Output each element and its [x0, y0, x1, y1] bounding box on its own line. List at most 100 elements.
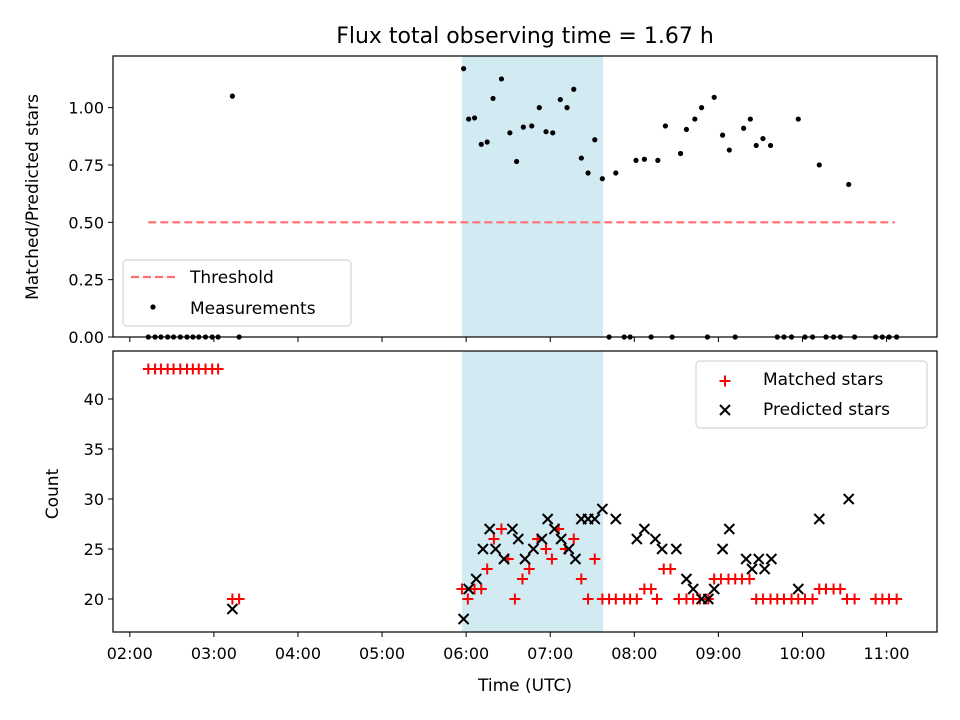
predicted-stars-point [226, 603, 239, 615]
measurements-point [633, 157, 639, 163]
measurements-point [747, 116, 753, 122]
measurements-point [613, 170, 619, 176]
matched-stars-point [523, 563, 535, 575]
matched-stars-point [651, 593, 663, 605]
measurements-point [662, 123, 669, 129]
measurements-point [711, 94, 717, 100]
predicted-stars-point [702, 593, 715, 605]
measurements-point [564, 105, 570, 111]
matched-stars-point [509, 593, 521, 605]
measurements-point [520, 124, 526, 130]
predicted-stars-point [687, 583, 699, 595]
measurements-point [513, 158, 520, 165]
legend-matched-swatch [719, 375, 731, 387]
measurements-point [478, 141, 484, 147]
measurements-point [641, 156, 647, 162]
matched-stars-point [743, 573, 755, 585]
legend-threshold-label: Threshold [189, 268, 274, 288]
y-tick-label: 0.75 [68, 156, 104, 175]
y-tick-label: 0.25 [68, 271, 104, 290]
y-tick-label: 35 [84, 440, 104, 459]
measurements-point [229, 93, 235, 99]
predicted-stars-point [569, 553, 582, 565]
observing-window-span [461, 351, 604, 632]
measurements-point [484, 139, 490, 145]
y-tick-label: 1.00 [68, 99, 104, 118]
measurements-point [507, 130, 513, 136]
x-tick-label: 10:00 [779, 644, 825, 663]
matched-stars-point [645, 583, 657, 595]
count-panel: 20 25 30 35 40 02:00 03:00 04:00 05:00 06:00 07:0… [43, 350, 938, 696]
measurements-point [599, 176, 605, 182]
predicted-stars-point [740, 553, 752, 565]
matched-stars-point [516, 573, 528, 585]
predicted-stars-point [548, 523, 561, 535]
measurements-point [816, 162, 822, 168]
measurements-point [760, 135, 766, 142]
predicted-stars-point [536, 533, 548, 545]
matched-stars-point [488, 533, 500, 545]
measurements-point [543, 129, 549, 135]
predicted-stars-point [670, 543, 683, 555]
predicted-stars-point [723, 523, 736, 535]
measurements-point [741, 125, 747, 131]
measurements-point [466, 116, 472, 122]
measurements-point [461, 66, 467, 72]
measurements-point [795, 116, 801, 122]
predicted-stars-point [477, 543, 489, 555]
matched-stars-point [589, 553, 601, 565]
predicted-stars-point [519, 553, 531, 565]
matched-stars-point [631, 593, 643, 605]
x-tick-label: 04:00 [275, 644, 321, 663]
predicted-stars-point [649, 533, 662, 545]
legend-predicted-label: Predicted stars [763, 400, 890, 420]
measurements-point [557, 96, 563, 103]
measurements-point [498, 76, 505, 82]
matched-stars-point [475, 583, 487, 595]
y-tick-label: 40 [84, 390, 104, 409]
predicted-stars-point [457, 613, 470, 625]
y-tick-label: 0.50 [68, 213, 104, 232]
legend-measurements-label: Measurements [190, 299, 316, 319]
predicted-stars-point [483, 523, 496, 535]
predicted-stars-point [758, 563, 771, 575]
matched-stars-point [891, 593, 903, 605]
measurements-point [719, 132, 726, 138]
chart-title: Flux total observing time = 1.67 h [336, 24, 714, 49]
predicted-stars-point [792, 583, 804, 595]
measurements-point [585, 170, 591, 176]
y-axis-label-ratio: Matched/Predicted stars [23, 94, 43, 300]
matched-stars-point [495, 523, 507, 535]
predicted-stars-point [512, 533, 524, 545]
measurements-point [550, 130, 556, 136]
predicted-stars-point [638, 523, 651, 535]
predicted-stars-point [716, 543, 729, 555]
matched-stars-point [212, 363, 224, 375]
measurements-point [767, 142, 774, 149]
predicted-stars-point [470, 573, 482, 585]
matched-stars-point [462, 593, 474, 605]
measurements-point [571, 86, 577, 92]
predicted-stars-point [506, 523, 519, 535]
predicted-stars-point [813, 513, 825, 525]
predicted-stars-point [708, 583, 720, 595]
x-axis-label: Time (UTC) [477, 676, 572, 696]
measurements-point [753, 142, 759, 149]
y-tick-label: 20 [84, 590, 104, 609]
measurements-point [471, 115, 478, 121]
matched-stars-point [540, 543, 552, 555]
predicted-stars-point [541, 513, 554, 525]
measurements-point [698, 105, 705, 111]
x-tick-label: 06:00 [443, 644, 489, 663]
y-tick-label: 0.00 [68, 328, 104, 347]
predicted-stars-point [489, 543, 502, 555]
predicted-stars-point [843, 493, 855, 505]
measurements-point [683, 126, 690, 133]
measurements-point [578, 155, 584, 161]
predicted-stars-point [596, 503, 609, 515]
matched-stars-point [807, 593, 819, 605]
x-tick-label: 11:00 [863, 644, 909, 663]
x-tick-label: 09:00 [695, 644, 741, 663]
legend-predicted-swatch [719, 404, 731, 416]
